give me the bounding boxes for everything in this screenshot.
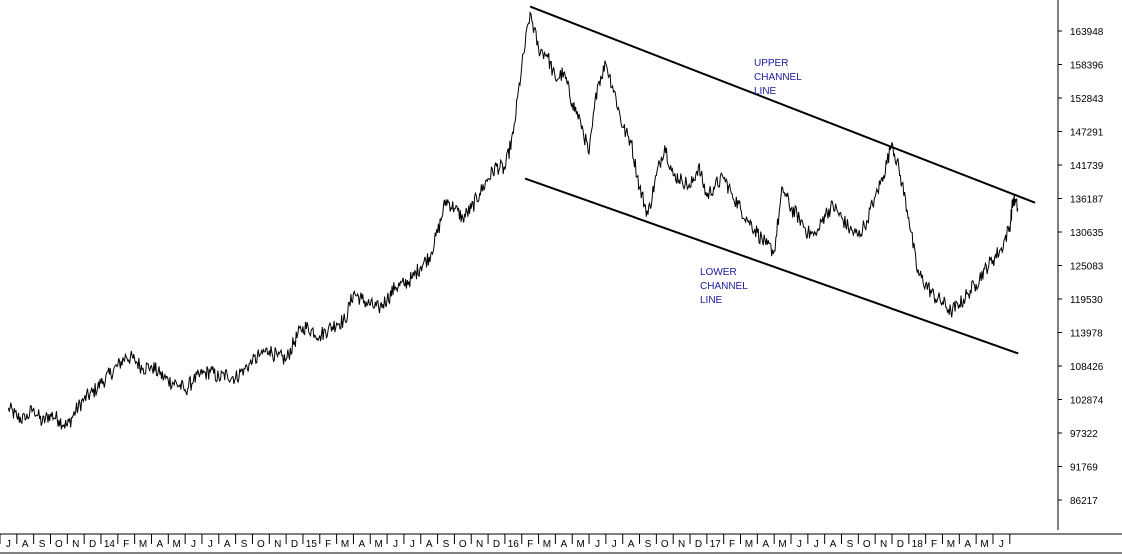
x-tick-label: J xyxy=(612,539,617,550)
y-tick-label: 113978 xyxy=(1070,329,1103,340)
x-tick-label: D xyxy=(493,539,500,550)
x-tick-label: S xyxy=(443,539,450,550)
x-tick-label: O xyxy=(863,539,871,550)
x-tick-label: M xyxy=(745,539,753,550)
x-tick-label: O xyxy=(257,539,265,550)
y-tick-label: 102874 xyxy=(1070,395,1104,406)
x-tick-label: A xyxy=(22,539,29,550)
y-tick-label: 163948 xyxy=(1070,27,1104,38)
annotation-text: CHANNEL xyxy=(700,281,748,292)
x-tick-label: O xyxy=(459,539,467,550)
x-tick-label: A xyxy=(157,539,164,550)
x-tick-label: A xyxy=(224,539,231,550)
x-tick-label: J xyxy=(999,539,1004,550)
x-tick-label: F xyxy=(123,539,129,550)
x-tick-label: M xyxy=(173,539,181,550)
x-tick-label: J xyxy=(208,539,213,550)
plot-area xyxy=(7,5,1036,430)
x-tick-label: A xyxy=(964,539,971,550)
y-axis: 163948 158396 152843 147291 141739 136187 1306… xyxy=(1057,0,1104,530)
upper-channel-line xyxy=(529,5,1036,204)
annotation-text: CHANNEL xyxy=(754,72,802,83)
x-tick-label: A xyxy=(426,539,433,550)
x-tick-label: F xyxy=(325,539,331,550)
x-tick-label: N xyxy=(274,539,281,550)
price-series-line xyxy=(7,10,1019,430)
x-tick-label: M xyxy=(947,539,955,550)
x-tick-label: N xyxy=(476,539,483,550)
y-tick-label: 158396 xyxy=(1070,60,1104,71)
x-tick-label: 16 xyxy=(508,539,520,550)
y-tick-label: 91769 xyxy=(1070,463,1098,474)
x-tick-label: F xyxy=(527,539,533,550)
x-tick-label: J xyxy=(814,539,819,550)
x-tick-label: M xyxy=(375,539,383,550)
x-tick-label: D xyxy=(695,539,702,550)
x-tick-label: J xyxy=(393,539,398,550)
x-tick-label: D xyxy=(291,539,298,550)
x-tick-label: S xyxy=(645,539,652,550)
x-tick-label: M xyxy=(980,539,988,550)
annotation-text: LINE xyxy=(700,295,723,306)
x-tick-label: F xyxy=(729,539,735,550)
upper-channel-annotation: UPPER CHANNEL LINE xyxy=(754,58,802,97)
annotation-text: LINE xyxy=(754,86,777,97)
x-tick-label: M xyxy=(778,539,786,550)
y-tick-label: 141739 xyxy=(1070,161,1104,172)
y-tick-label: 108426 xyxy=(1070,362,1104,373)
x-tick-label: A xyxy=(762,539,769,550)
x-tick-label: A xyxy=(560,539,567,550)
x-tick-label: A xyxy=(830,539,837,550)
x-tick-label: J xyxy=(595,539,600,550)
x-tick-label: J xyxy=(191,539,196,550)
x-tick-label: 18 xyxy=(912,539,924,550)
lower-channel-annotation: LOWER CHANNEL LINE xyxy=(700,267,748,306)
x-tick-label: S xyxy=(241,539,248,550)
x-tick-label: J xyxy=(6,539,11,550)
x-tick-label: J xyxy=(797,539,802,550)
x-tick-label: M xyxy=(139,539,147,550)
x-tick-label: 15 xyxy=(306,539,318,550)
x-tick-label: M xyxy=(341,539,349,550)
y-tick-label: 86217 xyxy=(1070,496,1098,507)
x-tick-label: O xyxy=(55,539,63,550)
y-tick-label: 152843 xyxy=(1070,94,1104,105)
x-tick-label: F xyxy=(931,539,937,550)
annotation-text: LOWER xyxy=(700,267,737,278)
y-tick-label: 125083 xyxy=(1070,261,1104,272)
x-tick-label: N xyxy=(880,539,887,550)
x-tick-label: 14 xyxy=(104,539,116,550)
y-tick-label: 130635 xyxy=(1070,228,1104,239)
x-tick-label: N xyxy=(678,539,685,550)
x-tick-label: D xyxy=(89,539,96,550)
x-tick-label: A xyxy=(628,539,635,550)
x-tick-label: M xyxy=(576,539,584,550)
lower-channel-line xyxy=(524,177,1019,355)
x-tick-label: M xyxy=(543,539,551,550)
x-tick-label: O xyxy=(661,539,669,550)
y-tick-label: 136187 xyxy=(1070,194,1104,205)
y-tick-label: 97322 xyxy=(1070,429,1098,440)
y-tick-label: 119530 xyxy=(1070,295,1103,306)
x-tick-label: S xyxy=(847,539,854,550)
annotation-text: UPPER xyxy=(754,58,788,69)
x-tick-label: D xyxy=(897,539,904,550)
y-tick-label: 147291 xyxy=(1070,128,1104,139)
x-tick-label: S xyxy=(39,539,46,550)
annotations: UPPER CHANNEL LINE LOWER CHANNEL LINE xyxy=(700,58,802,306)
x-tick-label: N xyxy=(72,539,79,550)
x-tick-label: J xyxy=(410,539,415,550)
x-axis: J A S O N D 14 F M A M J J A S O N D 15 F M A M J J A S O N D 16 F M A M J J… xyxy=(0,533,1122,554)
x-tick-label: A xyxy=(359,539,366,550)
x-tick-label: 17 xyxy=(710,539,722,550)
